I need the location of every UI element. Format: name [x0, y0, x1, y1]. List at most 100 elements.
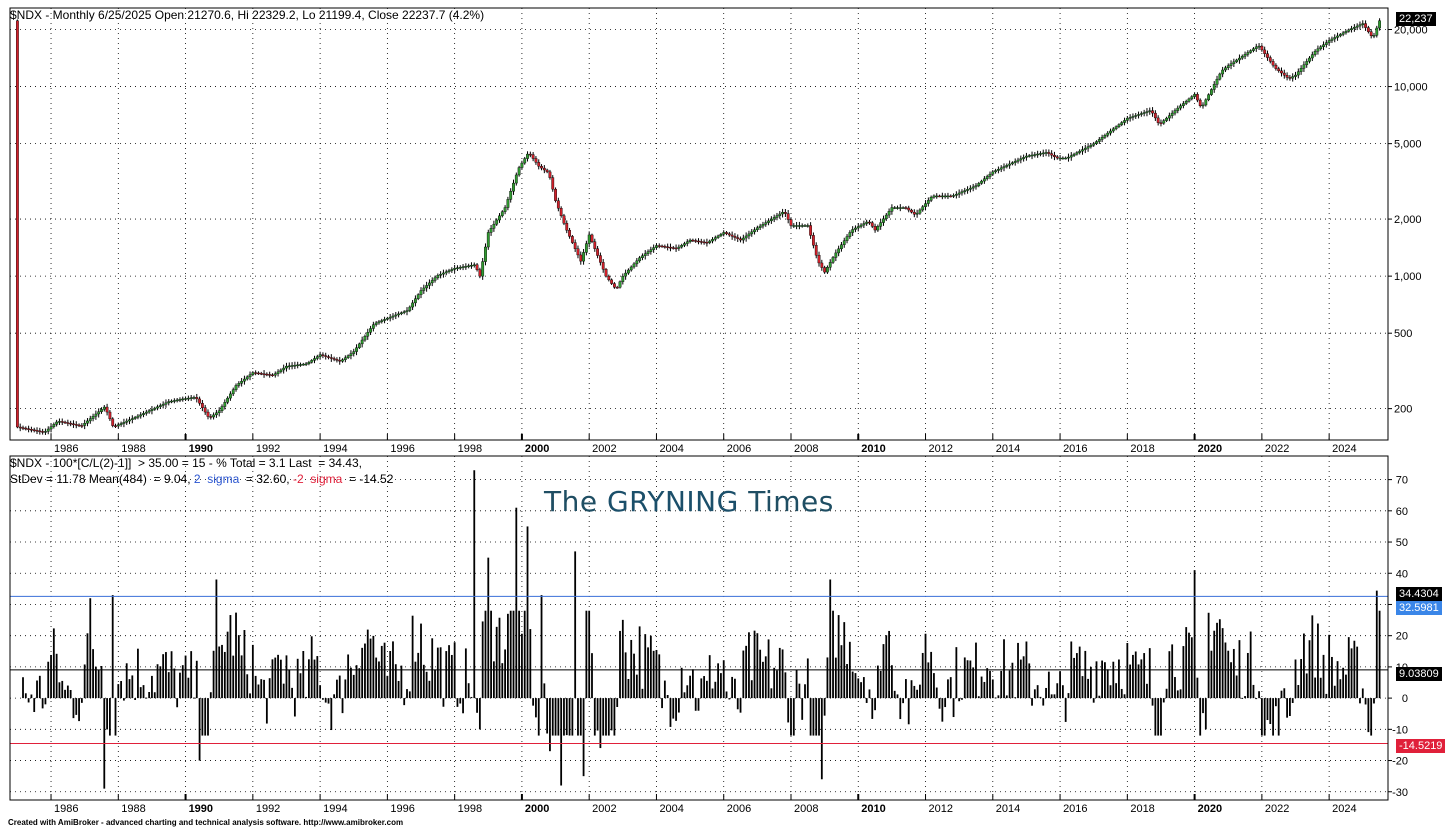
indicator-bar [1283, 688, 1286, 699]
price-candle-up [806, 225, 810, 227]
price-candle-down [607, 275, 611, 281]
price-candle-down [823, 267, 827, 273]
price-candle-down [475, 264, 479, 270]
price-candle-down [206, 411, 210, 417]
price-candle-up [997, 169, 1000, 171]
price-candle-up [1167, 115, 1171, 119]
price-candle-up [130, 418, 134, 420]
price-candle-up [988, 173, 992, 177]
price-candle-up [500, 211, 504, 217]
price-candle-up [1232, 61, 1236, 64]
price-candle-up [1246, 52, 1250, 55]
price-candle-down [870, 222, 874, 227]
indicator-bar [1188, 632, 1190, 699]
indicator-bar [204, 698, 207, 736]
price-candle-up [865, 221, 869, 224]
indicator-bar [1333, 685, 1336, 699]
price-candle-down [114, 425, 117, 427]
price-candle-up [217, 410, 221, 414]
indicator-bar [624, 652, 627, 699]
price-candle-up [1131, 116, 1135, 118]
price-candle-up [212, 414, 216, 418]
indicator-bar [1000, 670, 1003, 699]
indicator-bar [1246, 652, 1249, 699]
price-candle-up [722, 232, 726, 235]
price-candle-up [859, 224, 863, 227]
price-candle-up [778, 213, 782, 216]
price-candle-down [338, 360, 342, 362]
price-candle-down [1196, 94, 1199, 101]
price-candle-up [116, 424, 120, 427]
indicator-bar [933, 673, 935, 699]
indicator-title-line-1: $NDX - 100*[C/L(2)-1]] > 35.00 = 15 - % … [10, 456, 362, 470]
indicator-bar [1378, 610, 1381, 699]
price-candle-up [1215, 78, 1219, 85]
indicator-bar [1078, 646, 1081, 699]
indicator-bar [593, 698, 596, 736]
price-candle-down [736, 237, 740, 239]
price-x-tick-label: 2016 [1063, 443, 1087, 455]
price-x-tick-label: 1994 [323, 443, 347, 455]
price-candle-up [1092, 143, 1096, 146]
price-candle-up [1299, 68, 1303, 72]
price-candle-up [1044, 152, 1048, 154]
indicator-bar [599, 698, 602, 749]
indicator-x-tick-label: 2006 [727, 803, 751, 815]
price-candle-down [335, 359, 339, 361]
price-candle-up [52, 424, 56, 427]
price-candle-up [584, 243, 588, 253]
indicator-bar [1017, 642, 1019, 699]
indicator-bar [683, 692, 686, 699]
indicator-bar [153, 692, 156, 699]
indicator-bar [1336, 661, 1339, 699]
price-x-tick-label: 2008 [794, 443, 818, 455]
price-candle-up [122, 422, 126, 424]
indicator-bar [257, 684, 260, 699]
indicator-bar [100, 666, 103, 699]
indicator-x-tick-label: 2012 [929, 803, 953, 815]
price-candle-down [1277, 68, 1281, 72]
indicator-title-line-2: StDev = 11.78 Mean(484) = 9.04, 2 sigma … [10, 472, 394, 486]
indicator-bar [571, 698, 574, 736]
indicator-bar [1056, 683, 1059, 699]
indicator-bar [815, 698, 818, 736]
indicator-bar [1303, 633, 1305, 699]
indicator-bar [167, 672, 170, 699]
indicator-bar [108, 698, 111, 736]
price-y-tick-label: 20,000 [1394, 25, 1428, 37]
indicator-bar [896, 694, 899, 699]
indicator-bar [299, 673, 302, 699]
price-candle-up [826, 267, 829, 273]
price-candle-down [77, 424, 81, 427]
indicator-bar [450, 654, 453, 699]
price-candle-up [968, 187, 972, 190]
price-candle-down [562, 215, 566, 224]
price-x-tick-label: 2006 [727, 443, 751, 455]
price-candle-up [1100, 137, 1104, 140]
price-candle-up [1137, 114, 1140, 116]
indicator-bar [941, 698, 944, 722]
price-candle-up [775, 215, 779, 218]
indicator-bar [473, 470, 476, 699]
price-candle-up [1324, 42, 1328, 45]
indicator-bar [316, 656, 319, 699]
indicator-bar [764, 656, 767, 699]
price-candle-down [18, 426, 22, 429]
price-candle-up [879, 222, 883, 227]
indicator-bar [240, 655, 243, 699]
price-candle-up [716, 235, 720, 238]
price-candle-up [461, 266, 465, 268]
indicator-bar [268, 678, 271, 699]
indicator-bar [509, 610, 512, 699]
indicator-x-tick-label: 2008 [794, 803, 818, 815]
price-candle-up [649, 249, 653, 252]
price-candle-up [1078, 150, 1082, 153]
indicator-bar [1347, 637, 1350, 699]
indicator-bar [588, 610, 591, 699]
indicator-bar [955, 647, 958, 699]
indicator-bar [1182, 646, 1185, 699]
price-candle-up [245, 376, 249, 380]
price-candle-down [568, 230, 571, 237]
price-candle-down [531, 154, 535, 159]
indicator-bar [1137, 664, 1140, 699]
